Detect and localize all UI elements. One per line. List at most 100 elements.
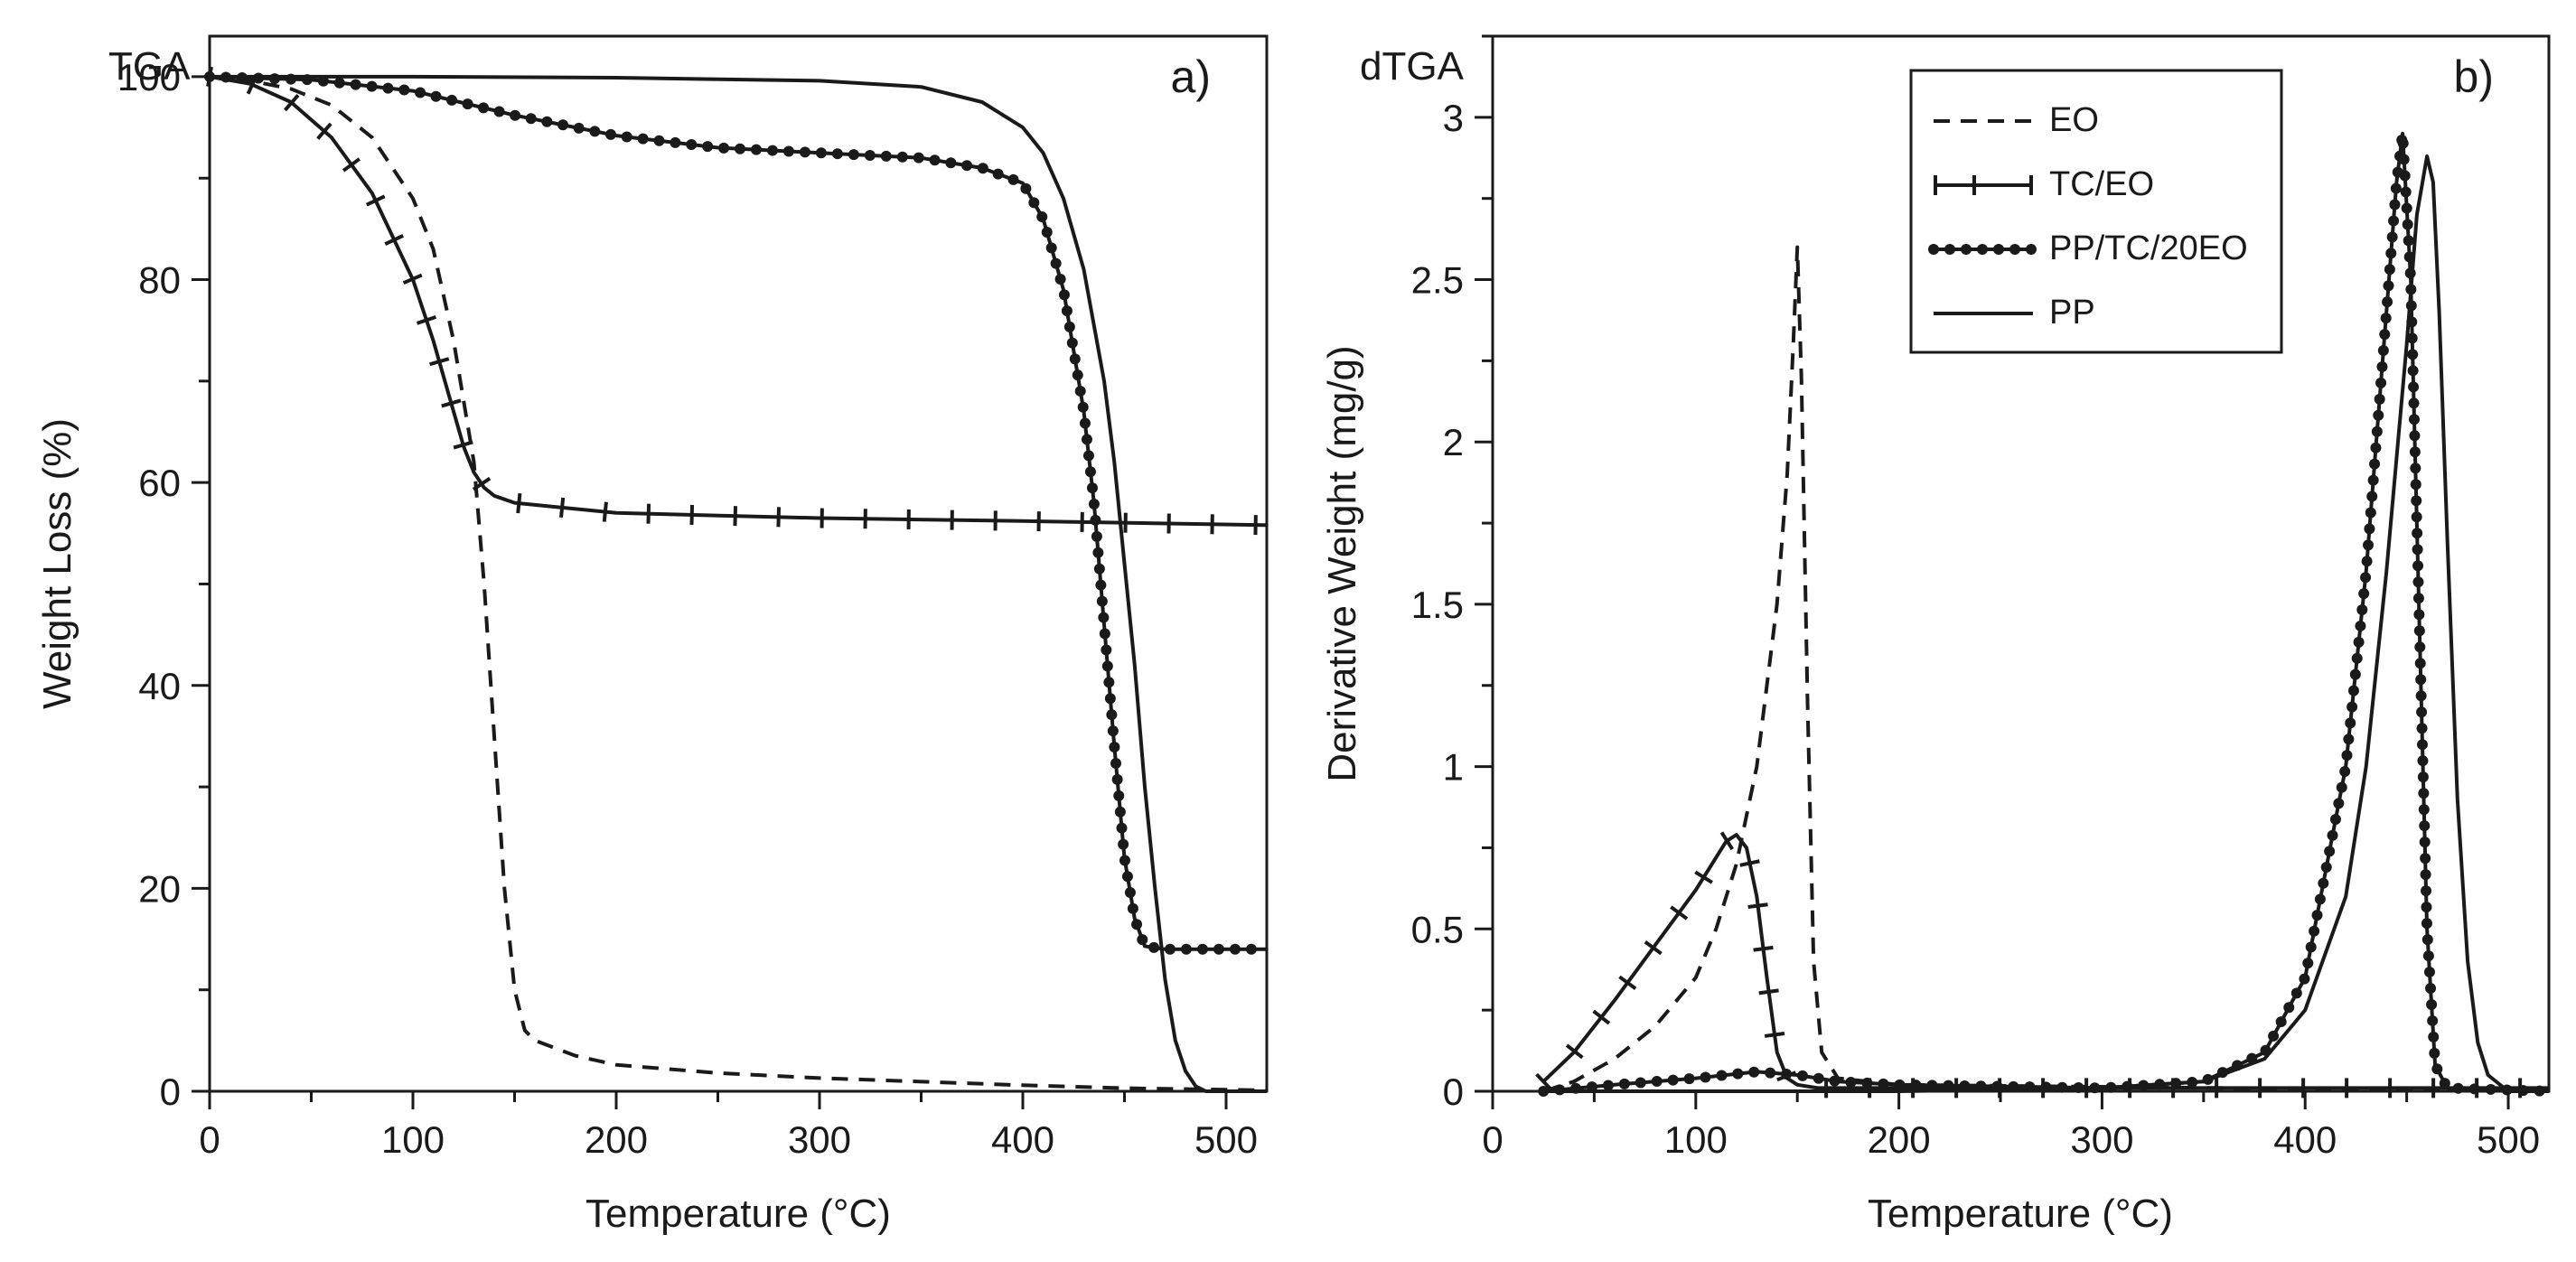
series-marker bbox=[945, 157, 957, 169]
series-marker bbox=[1082, 450, 1094, 462]
series-marker bbox=[589, 126, 601, 137]
series-marker bbox=[1137, 934, 1148, 946]
series-marker bbox=[864, 149, 876, 161]
series-marker bbox=[1148, 941, 1160, 953]
x-tick-label: 100 bbox=[381, 1118, 445, 1161]
series-marker bbox=[573, 122, 585, 134]
series-marker bbox=[1104, 693, 1116, 705]
series-marker bbox=[2376, 360, 2388, 372]
series-marker bbox=[1109, 742, 1120, 753]
series-marker bbox=[751, 144, 763, 155]
series-marker bbox=[1093, 563, 1105, 575]
y-tick-label: 40 bbox=[138, 665, 181, 707]
series-marker bbox=[2327, 829, 2338, 841]
series-marker bbox=[1700, 1071, 1711, 1083]
series-marker bbox=[516, 492, 522, 514]
series-marker bbox=[2411, 495, 2422, 507]
series-marker bbox=[2427, 1014, 2439, 1026]
series-marker bbox=[799, 146, 810, 158]
y-tick-label: 80 bbox=[138, 259, 181, 302]
series-marker bbox=[2406, 332, 2418, 344]
series-marker bbox=[929, 154, 941, 166]
series-marker bbox=[441, 398, 462, 408]
series-marker bbox=[350, 79, 361, 90]
series-marker bbox=[2403, 235, 2414, 247]
series-marker bbox=[1107, 725, 1119, 737]
series-marker bbox=[1644, 940, 1663, 956]
legend-box bbox=[1909, 69, 2283, 354]
series-marker bbox=[342, 157, 361, 173]
series-pp bbox=[210, 74, 1267, 1093]
series-marker bbox=[961, 160, 973, 172]
x-tick-label: 500 bbox=[1194, 1118, 1258, 1161]
series-marker bbox=[1164, 943, 1176, 955]
series-marker bbox=[333, 77, 345, 89]
series-marker bbox=[2268, 1030, 2280, 1042]
series-marker bbox=[446, 94, 458, 106]
series-marker bbox=[1092, 547, 1104, 558]
series-marker bbox=[2415, 690, 2427, 702]
series-marker bbox=[2320, 862, 2332, 874]
series-marker bbox=[1074, 385, 1086, 397]
series-marker bbox=[1829, 1075, 1841, 1087]
series-marker bbox=[1103, 677, 1115, 688]
series-marker bbox=[977, 163, 988, 174]
series-marker bbox=[472, 476, 492, 491]
series-marker bbox=[2356, 604, 2368, 616]
series-marker bbox=[1099, 628, 1110, 640]
y-tick-label: 100 bbox=[117, 56, 181, 98]
series-marker bbox=[1113, 790, 1125, 801]
series-marker bbox=[1045, 242, 1057, 254]
legend-marker bbox=[1944, 244, 1955, 255]
axis-ticks: 0 100 200 300 400 500 0 20 40 60 80 100 bbox=[117, 56, 1258, 1161]
series-marker bbox=[2416, 706, 2428, 718]
series-marker bbox=[2416, 723, 2428, 734]
series-line bbox=[209, 74, 1267, 951]
series-marker bbox=[2418, 788, 2430, 799]
series-tc-eo bbox=[206, 66, 1268, 536]
panel-b-dtga: 0 100 200 300 400 500 0 0.5 1 1.5 2 2.5 3 dTGA b) Te… bbox=[1320, 34, 2551, 1236]
series-marker bbox=[2423, 967, 2435, 978]
series-marker bbox=[782, 145, 794, 157]
series-marker bbox=[2345, 717, 2356, 729]
series-marker bbox=[365, 194, 386, 207]
series-marker bbox=[896, 151, 908, 163]
series-marker bbox=[702, 141, 714, 153]
series-marker bbox=[398, 84, 410, 96]
series-marker bbox=[1096, 595, 1108, 607]
series-marker bbox=[1565, 1043, 1584, 1060]
x-axis-title: Temperature (°C) bbox=[585, 1192, 891, 1236]
series-marker bbox=[2452, 1082, 2464, 1094]
series-marker bbox=[2355, 620, 2366, 631]
series-marker bbox=[2418, 804, 2430, 816]
x-tick-label: 300 bbox=[788, 1118, 851, 1161]
series-marker bbox=[2409, 430, 2421, 442]
series-marker bbox=[992, 168, 1004, 180]
series-marker bbox=[718, 142, 730, 154]
series-marker bbox=[2385, 248, 2397, 259]
legend-marker bbox=[1928, 244, 1939, 255]
series-marker bbox=[493, 106, 505, 117]
series-marker bbox=[268, 73, 280, 85]
series-line bbox=[210, 74, 1267, 1093]
series-marker bbox=[1079, 417, 1091, 429]
series-line bbox=[1542, 245, 2550, 1093]
series-marker bbox=[2413, 609, 2425, 621]
series-marker bbox=[2388, 215, 2400, 227]
x-axis-title: Temperature (°C) bbox=[1868, 1192, 2173, 1236]
series-marker bbox=[2417, 755, 2429, 767]
legend-marker bbox=[2026, 244, 2037, 255]
y-tick-label: 60 bbox=[138, 462, 181, 504]
series-marker bbox=[1086, 482, 1098, 494]
series-marker bbox=[2429, 1047, 2440, 1059]
series-marker bbox=[2410, 463, 2421, 474]
legend-label: TC/EO bbox=[2049, 165, 2154, 203]
series-marker bbox=[453, 440, 473, 450]
series-marker bbox=[2360, 572, 2372, 584]
series-marker bbox=[2420, 869, 2431, 881]
series-marker bbox=[2382, 296, 2393, 308]
series-marker bbox=[2421, 934, 2433, 946]
series-marker bbox=[2401, 202, 2412, 214]
corner-label: TGA bbox=[108, 44, 191, 89]
series-marker bbox=[557, 119, 569, 131]
